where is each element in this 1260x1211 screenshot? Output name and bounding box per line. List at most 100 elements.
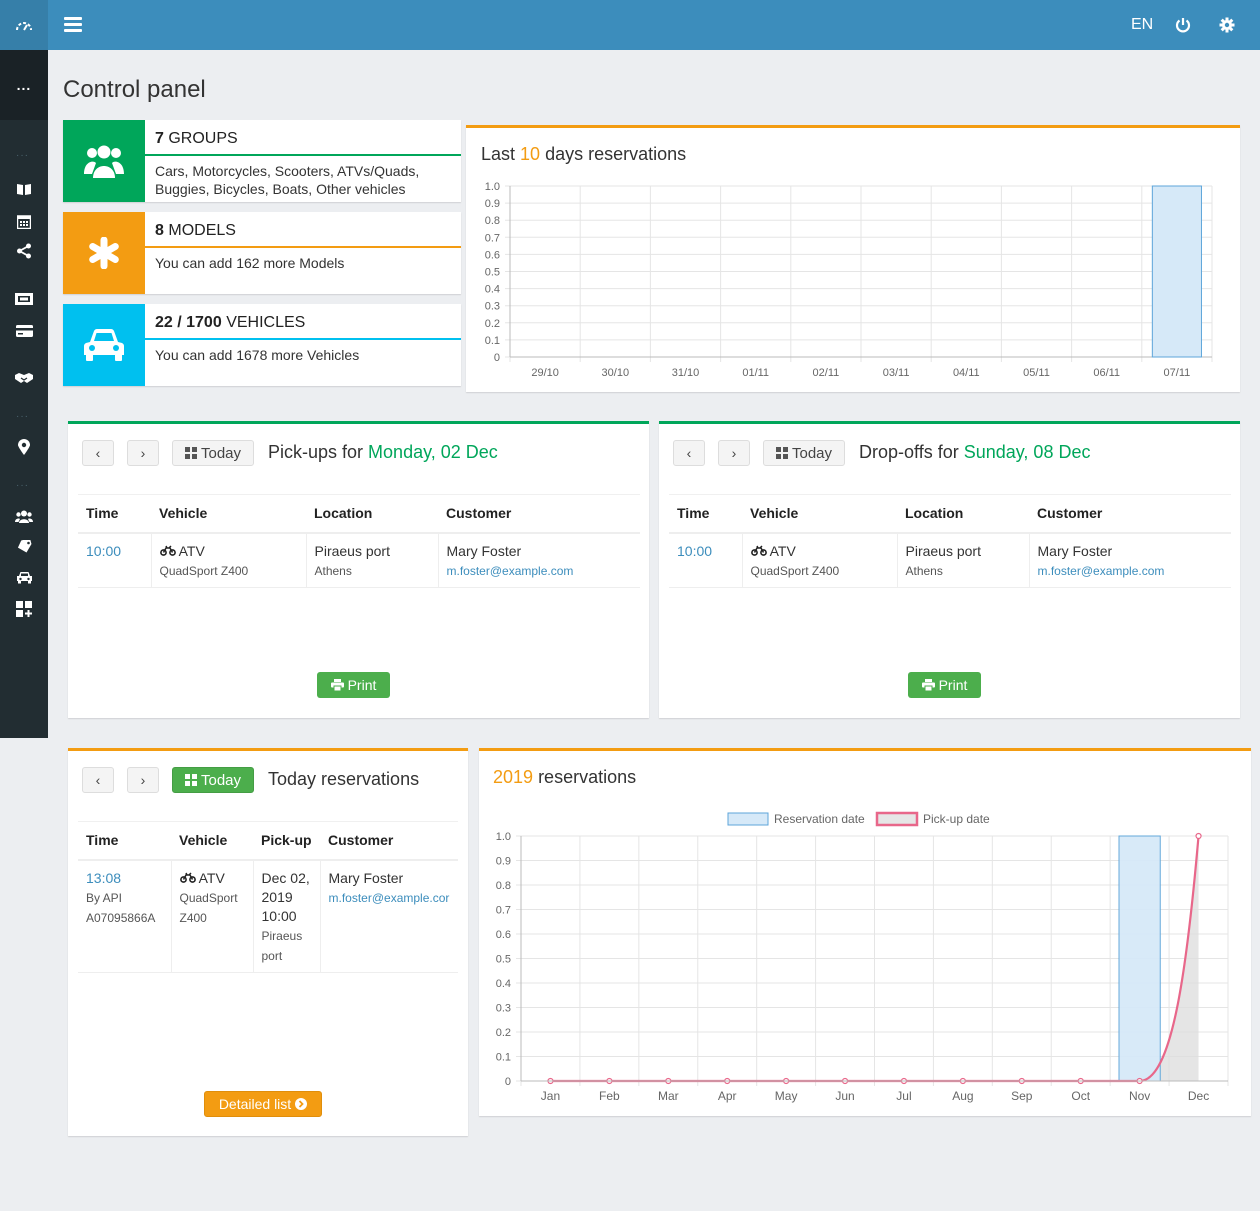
column-header: Time [669,494,742,534]
year-chart: Reservation date Pick-up date 1.0 0.9 0.8 0.7… [496,811,1229,1103]
table-row[interactable]: 10:00 ATV QuadSport Z400 Piraeus port Ath… [78,532,640,588]
time-link[interactable]: 10:00 [86,542,122,559]
location-cell: Piraeus port Athens [306,532,439,588]
column-header: Vehicle [742,494,897,534]
page-title: Control panel [63,76,206,103]
table-row[interactable]: 10:00 ATV QuadSport Z400 Piraeus port Ath… [669,532,1231,588]
time-link[interactable]: 10:00 [677,542,713,559]
x-tick-label: Mar [658,1089,679,1103]
customer-email-link[interactable]: m.foster@example.com [1037,563,1165,578]
prev-day-button[interactable]: ‹ [673,440,705,466]
sidebar-item-calendar[interactable] [0,210,48,232]
settings-button[interactable] [1219,17,1235,36]
x-tick-label: Feb [599,1089,620,1103]
sidebar-item-pricing[interactable] [0,536,48,558]
pickup-year: 2019 [261,888,293,905]
legend-swatch-pickup [875,811,919,827]
today-label: Today [200,444,242,462]
x-tick-label: Apr [718,1089,737,1103]
sidebar-item-catalog[interactable] [0,178,48,200]
column-header: Customer [438,494,640,534]
table-row[interactable]: 13:08 By API A07095866A ATV QuadSport Z4… [78,859,458,973]
y-tick-label: 0 [505,1076,511,1088]
x-tick-label: 31/10 [672,367,700,379]
x-tick-label: 04/11 [953,367,980,379]
sidebar-item-share[interactable] [0,240,48,262]
sidebar-item-locations[interactable] [0,436,48,458]
info-box-icon-bg [63,304,145,386]
today-reservations-table: Time Vehicle Pick-up Customer 13:08 By A… [78,821,458,973]
title-text: Pick-ups for [268,442,364,462]
pickups-box: ‹ › Today Pick-ups for Monday, 02 Dec Ti… [68,421,649,718]
customer-email-link[interactable]: m.foster@example.cor [328,890,450,905]
title-text: Drop-offs for [859,442,959,462]
info-box-icon-bg [63,212,145,294]
sidebar-item-partners[interactable] [0,367,48,389]
sidebar-separator: ··· [16,411,29,422]
today-button[interactable]: Today [172,767,254,793]
power-icon [1175,18,1191,33]
x-tick-label: Aug [952,1089,973,1103]
today-button[interactable]: Today [763,440,845,466]
prev-day-button[interactable]: ‹ [82,440,114,466]
ticket-icon [15,293,33,305]
y-tick-label: 0.2 [496,1027,511,1039]
x-tick-label: 29/10 [531,367,559,379]
progress-line [145,246,461,248]
atv-icon [159,544,176,556]
print-button[interactable]: Print [317,672,390,698]
title-text: Last [481,144,516,164]
sidebar-item-payments[interactable] [0,320,48,342]
map-marker-icon [18,439,30,455]
y-tick-label: 0.5 [485,267,500,279]
y-tick-label: 0.6 [485,249,500,261]
column-header: Location [897,494,1029,534]
user-panel[interactable]: ... [0,50,48,120]
time-cell: 10:00 [78,532,152,588]
sidebar-item-widgets[interactable] [0,598,48,620]
x-tick-label: May [775,1089,798,1103]
today-label: Today [200,771,242,789]
x-tick-label: 07/11 [1164,367,1191,379]
info-box-groups[interactable]: 7 GROUPS Cars, Motorcycles, Scooters, AT… [63,120,461,202]
next-day-button[interactable]: › [127,440,159,466]
info-box-vehicles[interactable]: 22 / 1700 VEHICLES You can add 1678 more… [63,304,461,386]
print-button[interactable]: Print [908,672,981,698]
detailed-list-button[interactable]: Detailed list [204,1091,322,1117]
handshake-icon [15,373,33,383]
column-header: Time [78,821,171,861]
pickup-cell: Dec 02, 2019 10:00 Piraeus port [253,859,321,973]
gear-icon [1219,17,1235,33]
customer-name: Mary Foster [1037,542,1113,559]
x-tick-label: 01/11 [742,367,769,379]
location-name: Piraeus port [314,542,390,559]
grid-icon [184,447,197,459]
column-header: Vehicle [171,821,253,861]
y-tick-label: 0.1 [485,335,500,347]
last10-title: Last 10 days reservations [481,144,686,165]
pickup-location: port [261,948,283,963]
sidebar-item-tickets[interactable] [0,288,48,310]
next-day-button[interactable]: › [718,440,750,466]
info-box-icon-bg [63,120,145,202]
sidebar-separator: ··· [16,480,29,491]
info-box-models[interactable]: 8 MODELS You can add 162 more Models [63,212,461,294]
time-link[interactable]: 13:08 [86,869,122,886]
next-day-button[interactable]: › [127,767,159,793]
prev-day-button[interactable]: ‹ [82,767,114,793]
logo[interactable] [0,0,48,50]
atv-icon [750,544,767,556]
sidebar-item-customers[interactable] [0,505,48,527]
location-city: Athens [905,563,943,578]
y-tick-label: 0.7 [496,905,511,917]
x-tick-label: 06/11 [1093,367,1120,379]
customer-email-link[interactable]: m.foster@example.com [446,563,574,578]
column-header: Location [306,494,438,534]
sidebar-item-vehicles[interactable] [0,566,48,588]
sidebar-toggle-button[interactable] [64,17,82,33]
language-selector[interactable]: EN [1131,16,1154,33]
customer-name: Mary Foster [328,869,404,886]
logout-button[interactable] [1175,17,1191,36]
today-button[interactable]: Today [172,440,254,466]
legend-label: Reservation date [774,812,865,826]
